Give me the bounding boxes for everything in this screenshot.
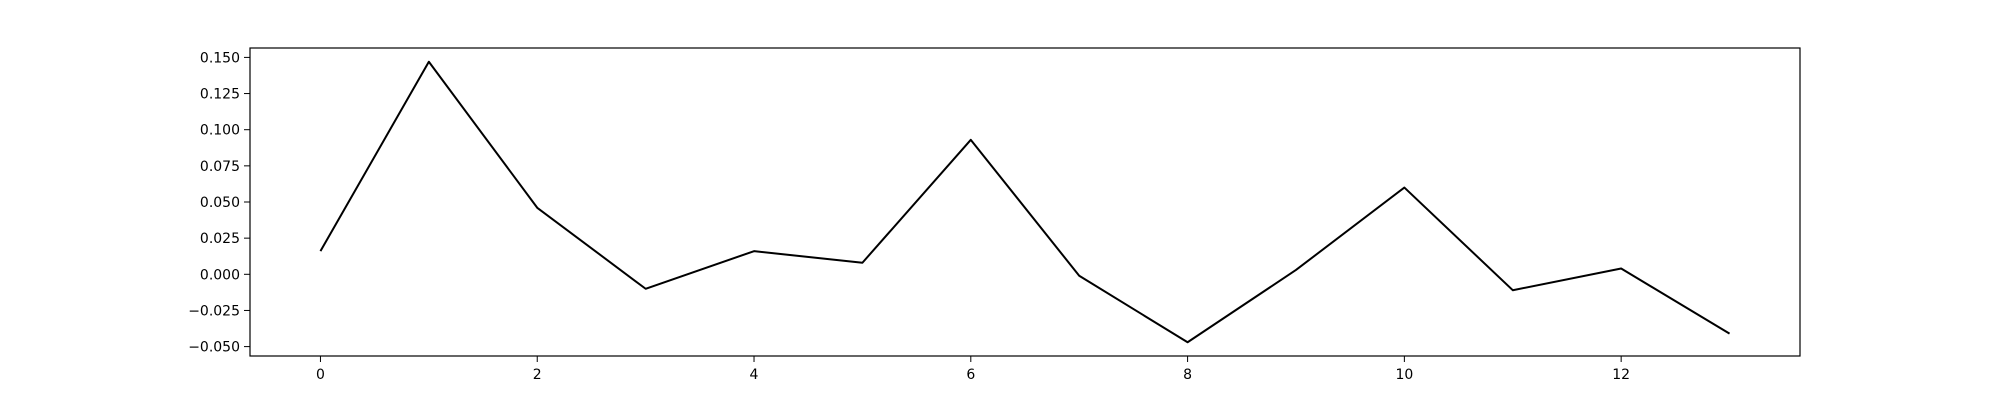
y-tick-label: −0.050 [188, 340, 240, 356]
y-tick-label: 0.100 [200, 123, 240, 139]
x-tick-label: 10 [1395, 367, 1413, 383]
series-line [319, 60, 1731, 344]
x-tick-label: 12 [1612, 367, 1630, 383]
plot-frame [249, 47, 1801, 357]
y-tick-label: 0.125 [200, 87, 240, 103]
y-tick-label: −0.025 [188, 303, 240, 319]
x-axis: 0 2 4 6 8 10 12 [316, 356, 1630, 383]
y-tick-label: 0.050 [200, 195, 240, 211]
y-tick-label: 0.025 [200, 231, 240, 247]
x-tick-label: 4 [750, 367, 759, 383]
x-tick-label: 0 [316, 367, 325, 383]
y-tick-label: 0.075 [200, 159, 240, 175]
x-tick-label: 8 [1183, 367, 1192, 383]
y-axis: −0.050 −0.025 0.000 0.025 0.050 0.075 0.100 0.1… [188, 50, 250, 356]
x-tick-label: 2 [533, 367, 542, 383]
series-layer [319, 60, 1731, 344]
x-tick-label: 6 [966, 367, 975, 383]
y-tick-label: 0.150 [200, 50, 240, 66]
y-tick-label: 0.000 [200, 267, 240, 283]
